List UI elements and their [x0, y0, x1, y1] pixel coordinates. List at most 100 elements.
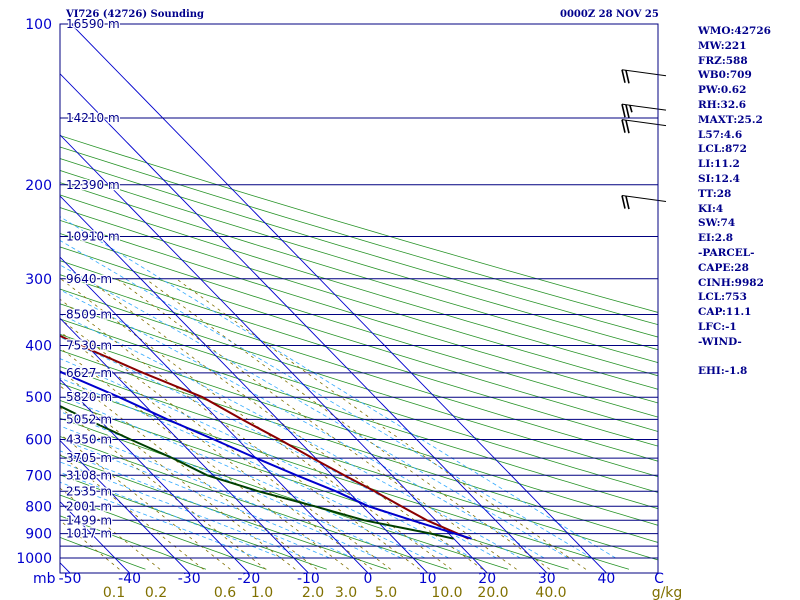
mixing-ratio-label: 2.0 — [302, 585, 324, 600]
index-item: TT:28 — [698, 187, 732, 200]
index-item: LCL:753 — [698, 291, 747, 304]
wind-barb-staff — [621, 69, 667, 77]
dry-adiabat-line — [60, 219, 658, 404]
wind-barb-flag — [629, 105, 633, 113]
dry-adiabat-line — [60, 260, 658, 447]
height-label: 1499 m — [66, 513, 112, 527]
dry-adiabat-line — [60, 158, 658, 338]
index-item: WMO:42726 — [698, 25, 771, 37]
isotherm-line — [60, 317, 309, 573]
dry-adiabat-line — [60, 233, 658, 418]
moist-adiabat-line — [60, 471, 283, 559]
dry-adiabat-line — [60, 474, 327, 570]
index-item: LCL:872 — [698, 143, 747, 156]
dry-adiabat-line — [60, 194, 658, 377]
dry-adiabat-line — [60, 135, 658, 313]
mixing-ratio-line — [87, 278, 483, 570]
temperature-unit-label: C — [654, 571, 664, 587]
pressure-unit-label: mb — [33, 571, 56, 587]
dry-adiabat-line — [60, 274, 658, 462]
index-item: LFC:-1 — [698, 320, 737, 333]
dry-adiabat-line — [60, 182, 658, 364]
mixing-ratio-label: 0.6 — [214, 585, 236, 600]
sounding-timestamp: 0000Z 28 NOV 25 — [560, 9, 659, 20]
mixing-ratio-line — [60, 278, 452, 570]
moist-adiabat-line — [60, 450, 330, 559]
mixing-ratio-label: 3.0 — [335, 585, 357, 600]
height-label: 6627 m — [66, 366, 112, 380]
isotherm-line — [60, 439, 190, 573]
isotherm-line — [60, 134, 488, 573]
isotherm-line — [60, 195, 428, 573]
mixing-ratio-label: 0.1 — [103, 585, 125, 600]
mixing-ratio-label: 0.2 — [145, 585, 167, 600]
index-item: CAP:11.1 — [698, 306, 752, 319]
mixing-ratio-label: 5.0 — [375, 585, 397, 600]
index-item: -WIND- — [698, 335, 742, 348]
index-item: PW:0.62 — [698, 84, 747, 97]
index-item: L57:4.6 — [698, 128, 743, 141]
dry-adiabat-line — [60, 146, 658, 326]
height-label: 2001 m — [66, 499, 112, 513]
pressure-tick-label: 600 — [25, 433, 52, 449]
stability-indices-panel: WMO:42726 MW:221 FRZ:588 WB0:709 PW:0.62 RH:3… — [698, 24, 798, 379]
wind-barb-flag — [621, 69, 626, 83]
temperature-tick-label: 0 — [364, 571, 373, 587]
pressure-tick-label: 300 — [25, 272, 52, 288]
index-item: CINH:9982 — [698, 276, 764, 289]
isotherm-line — [70, 24, 607, 573]
sounding-title: VI726 (42726) Sounding — [66, 9, 205, 20]
height-label: 5052 m — [66, 412, 112, 426]
height-label: 7530 m — [66, 339, 112, 353]
mixing-ratio-label: 1.0 — [251, 585, 273, 600]
dry-adiabat-line — [60, 333, 658, 526]
dry-adiabat-line — [60, 246, 658, 432]
temperature-tick-label: 20 — [478, 571, 496, 587]
pressure-tick-label: 900 — [25, 527, 52, 543]
pressure-tick-label: 100 — [25, 17, 52, 33]
isotherm-line — [60, 256, 369, 573]
temperature-tick-label: -50 — [59, 571, 82, 587]
mixing-ratio-line — [60, 331, 373, 570]
dewpoint-profile-line — [60, 405, 454, 540]
temperature-tick-label: 40 — [597, 571, 615, 587]
index-item: MW:221 — [698, 39, 747, 52]
pressure-tick-label: 1000 — [16, 551, 52, 567]
index-item: EHI:-1.8 — [698, 365, 748, 378]
plot-frame — [59, 23, 659, 574]
index-item: -PARCEL- — [698, 246, 755, 259]
wind-barb-flag — [625, 195, 630, 210]
moist-adiabat-line — [60, 358, 473, 559]
mixing-ratio-line — [176, 278, 587, 570]
height-label: 1017 m — [66, 527, 112, 541]
height-label: 4350 m — [66, 433, 112, 447]
wind-barb-staff — [621, 103, 667, 111]
dry-adiabat-line — [60, 303, 658, 493]
mixing-ratio-line — [116, 278, 517, 570]
index-item: CAPE:28 — [698, 261, 749, 274]
wind-barb-flag — [621, 103, 626, 118]
height-label: 5820 m — [66, 390, 112, 404]
plot-background — [60, 24, 658, 573]
temperature-tick-label: -20 — [237, 571, 260, 587]
dry-adiabat-line — [60, 207, 658, 390]
dry-adiabat-line — [60, 454, 388, 570]
mixing-ratio-label: 10.0 — [431, 585, 462, 600]
index-item — [698, 350, 798, 365]
mixing-ratio-line — [60, 318, 391, 570]
dry-adiabat-line — [60, 515, 207, 570]
temperature-tick-label: -40 — [118, 571, 141, 587]
temperature-tick-label: 30 — [538, 571, 556, 587]
temperature-tick-label: -10 — [297, 571, 320, 587]
temperature-profile-line — [60, 334, 470, 540]
wind-barb-flag — [621, 195, 626, 209]
pressure-tick-label: 200 — [25, 178, 52, 194]
mixing-ratio-label: g/kg — [652, 585, 683, 600]
moist-adiabat-line — [60, 481, 259, 559]
height-label: 14210 m — [66, 111, 120, 125]
index-item: KI:4 — [698, 202, 724, 215]
temperature-tick-label: 10 — [419, 571, 437, 587]
height-label: 16590 m — [66, 17, 120, 31]
pressure-tick-label: 800 — [25, 499, 52, 515]
